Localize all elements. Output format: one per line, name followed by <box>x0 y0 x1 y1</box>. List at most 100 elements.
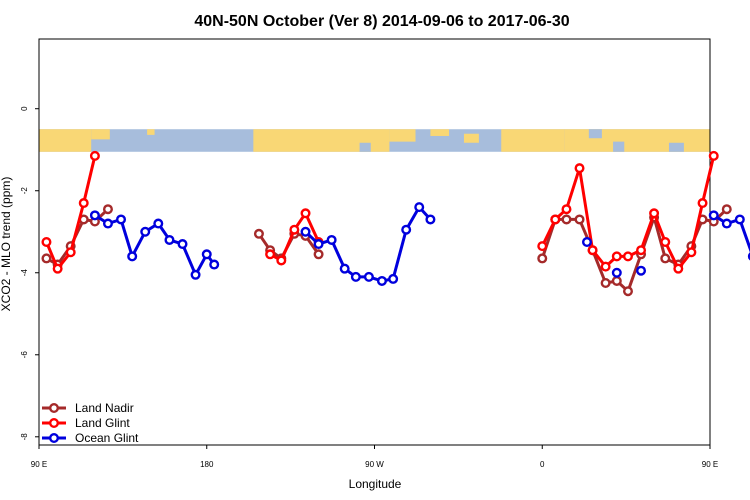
data-point <box>265 249 276 260</box>
data-point <box>537 253 548 264</box>
legend-item: Land Nadir <box>42 401 134 415</box>
map-water <box>668 142 684 152</box>
data-point <box>253 228 264 239</box>
data-point <box>673 263 684 274</box>
data-point <box>339 263 350 274</box>
x-tick-label: 90 E <box>31 460 47 469</box>
map-land <box>463 133 479 143</box>
y-tick-label: -4 <box>20 269 29 277</box>
map-land <box>389 129 416 142</box>
y-axis: 0 -2 -4 -6 -8 <box>20 106 39 440</box>
data-point <box>350 271 361 282</box>
data-point <box>574 163 585 174</box>
data-point <box>708 210 719 221</box>
data-point <box>140 226 151 237</box>
data-point <box>300 208 311 219</box>
x-tick-label: 90 E <box>702 460 718 469</box>
data-point <box>574 214 585 225</box>
data-point <box>425 214 436 225</box>
legend-swatch-marker <box>49 418 60 429</box>
data-point <box>401 224 412 235</box>
data-point <box>153 218 164 229</box>
data-point <box>649 208 660 219</box>
y-tick-label: -8 <box>20 433 29 441</box>
world-map-band <box>39 129 710 152</box>
data-point <box>363 271 374 282</box>
data-point <box>300 226 311 237</box>
data-point <box>190 269 201 280</box>
data-point <box>611 267 622 278</box>
series-ocean-glint <box>89 202 750 286</box>
data-point <box>201 249 212 260</box>
data-point <box>89 210 100 221</box>
data-point <box>102 218 113 229</box>
map-water <box>613 141 625 152</box>
map-water <box>588 129 602 139</box>
x-tick-label: 180 <box>200 460 214 469</box>
data-point <box>127 251 138 262</box>
legend-item: Ocean Glint <box>42 431 139 445</box>
data-point <box>611 275 622 286</box>
data-point <box>388 273 399 284</box>
data-point <box>41 236 52 247</box>
y-axis-label: XCO2 - MLO trend (ppm) <box>0 177 13 312</box>
data-point <box>611 251 622 262</box>
x-axis: 90 E 180 90 W 0 90 E <box>31 445 718 469</box>
data-point <box>276 255 287 266</box>
map-land <box>501 129 565 152</box>
legend-label: Land Nadir <box>75 401 134 415</box>
data-point <box>376 275 387 286</box>
data-point <box>697 198 708 209</box>
data-point <box>65 247 76 258</box>
data-point <box>636 265 647 276</box>
data-point <box>721 204 732 215</box>
map-land <box>564 129 710 152</box>
legend-item: Land Glint <box>42 416 130 430</box>
map-land <box>430 129 450 136</box>
data-point <box>660 253 671 264</box>
data-point <box>116 214 127 225</box>
series-layer <box>41 150 750 297</box>
data-point <box>600 261 611 272</box>
data-point <box>660 236 671 247</box>
map-land <box>253 129 390 152</box>
map-land <box>91 129 110 140</box>
data-point <box>622 251 633 262</box>
data-point <box>313 249 324 260</box>
data-point <box>600 278 611 289</box>
x-tick-label: 0 <box>540 460 545 469</box>
legend-swatch-marker <box>49 403 60 414</box>
data-point <box>708 150 719 161</box>
data-point <box>587 245 598 256</box>
data-point <box>561 214 572 225</box>
data-point <box>622 286 633 297</box>
x-axis-label: Longitude <box>349 477 402 491</box>
data-point <box>41 253 52 264</box>
y-tick-label: -2 <box>20 187 29 195</box>
legend-label: Ocean Glint <box>75 431 139 445</box>
data-point <box>289 224 300 235</box>
data-point <box>550 214 561 225</box>
data-point <box>636 245 647 256</box>
map-water <box>359 142 371 152</box>
chart-title: 40N-50N October (Ver 8) 2014-09-06 to 20… <box>194 13 569 30</box>
data-point <box>326 234 337 245</box>
map-land <box>39 129 92 152</box>
y-tick-label: 0 <box>20 106 29 111</box>
data-point <box>581 236 592 247</box>
data-point <box>734 214 745 225</box>
data-point <box>313 239 324 250</box>
legend-label: Land Glint <box>75 416 130 430</box>
data-point <box>89 150 100 161</box>
data-point <box>52 263 63 274</box>
data-point <box>537 241 548 252</box>
data-point <box>686 247 697 258</box>
map-land <box>147 129 155 135</box>
data-point <box>102 204 113 215</box>
data-point <box>164 234 175 245</box>
data-point <box>209 259 220 270</box>
x-tick-label: 90 W <box>365 460 384 469</box>
